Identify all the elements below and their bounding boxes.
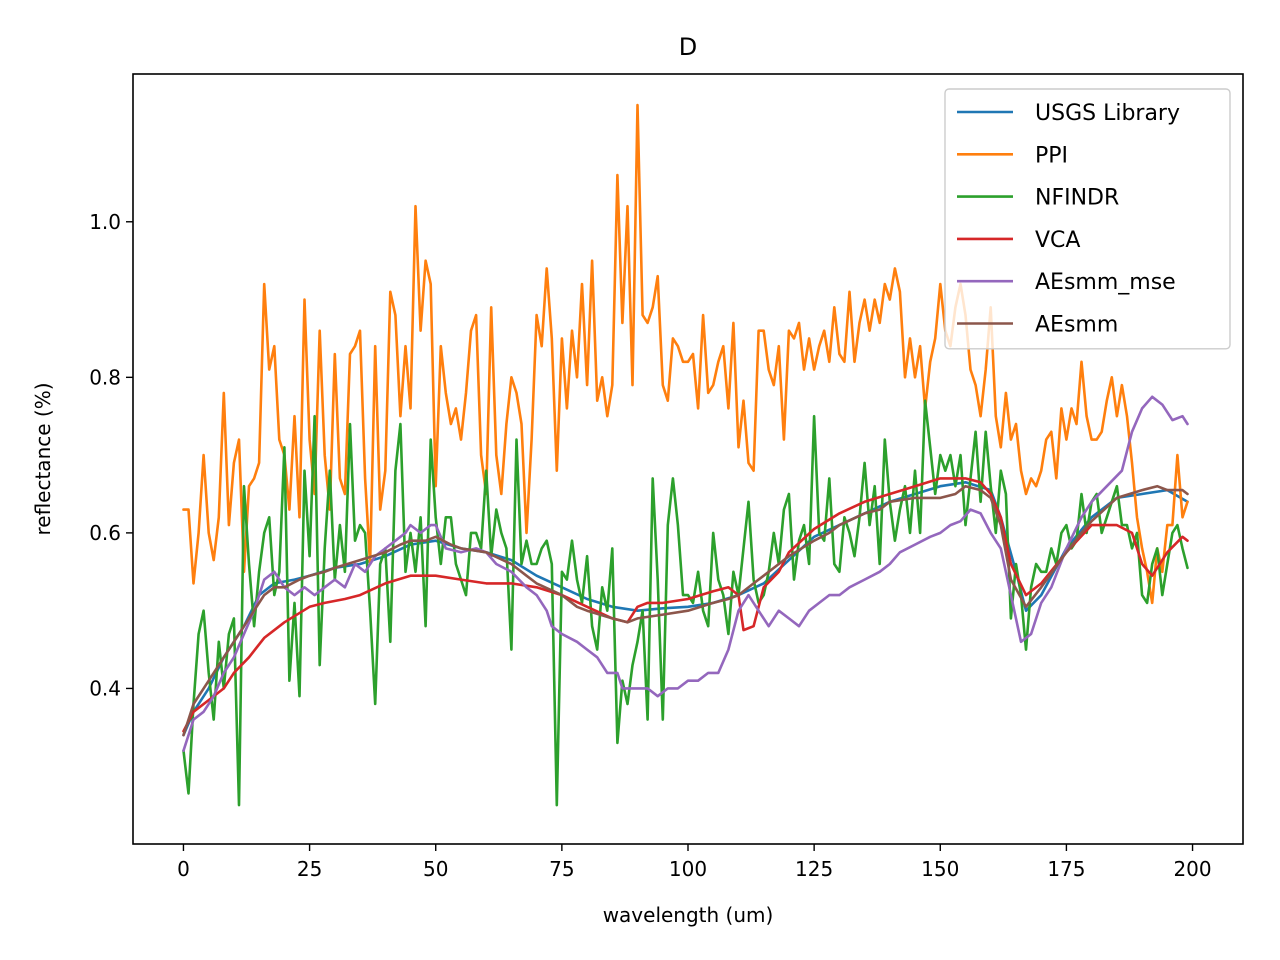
y-tick-label: 0.8 (89, 365, 121, 389)
x-tick-label: 0 (177, 857, 190, 881)
x-tick-label: 150 (921, 857, 959, 881)
legend-label: AEsmm_mse (1035, 270, 1176, 295)
x-axis-label: wavelength (um) (603, 903, 774, 927)
y-tick-label: 1.0 (89, 210, 121, 234)
series-line-ppi (182, 103, 1189, 605)
x-axis: 0 25 50 75 100 125 150 175 200 (177, 844, 1212, 881)
legend-box (944, 88, 1231, 350)
legend-label: PPI (1035, 143, 1068, 168)
series-line-nfindr (182, 399, 1189, 807)
x-tick-label: 125 (795, 857, 833, 881)
series-line-vca (182, 477, 1189, 733)
series-line-aesmm (182, 484, 1189, 737)
x-tick-label: 175 (1047, 857, 1085, 881)
x-tick-label: 200 (1173, 857, 1211, 881)
x-tick-label: 50 (423, 857, 448, 881)
x-tick-label: 25 (297, 857, 322, 881)
y-tick-label: 0.4 (89, 676, 121, 700)
legend-label: AEsmm (1035, 313, 1118, 338)
y-axis-label: reflectance (%) (31, 382, 55, 535)
legend: USGS Library PPI NFINDR VCA AEsmm_mse AEsmm (944, 88, 1231, 350)
x-tick-label: 100 (669, 857, 707, 881)
series-line-aesmm-mse (182, 395, 1189, 752)
legend-label: USGS Library (1035, 101, 1180, 126)
x-tick-label: 75 (549, 857, 574, 881)
chart-title: D (679, 33, 697, 61)
series-layer (182, 103, 1189, 807)
y-tick-label: 0.6 (89, 521, 121, 545)
legend-label: NFINDR (1035, 186, 1119, 211)
legend-label: VCA (1035, 228, 1080, 253)
plot-area (182, 103, 1189, 807)
y-axis: 0.4 0.6 0.8 1.0 (89, 210, 133, 700)
